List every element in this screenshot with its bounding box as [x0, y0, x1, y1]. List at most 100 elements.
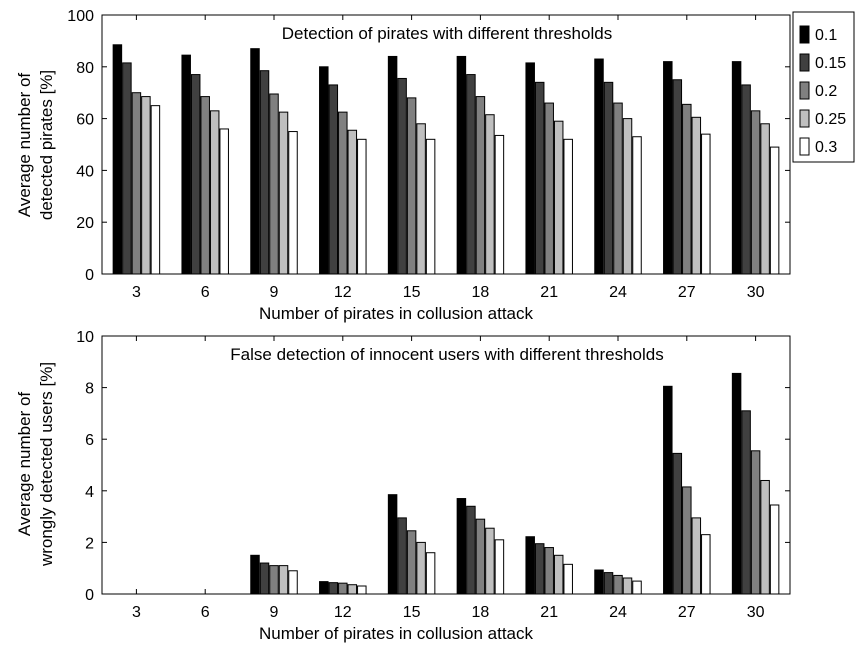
bar-0.1-27: [663, 385, 673, 595]
chart-title: False detection of innocent users with d…: [230, 345, 663, 364]
bar-0.2-9: [269, 93, 279, 275]
bar-0.25-15: [416, 541, 426, 595]
y-tick-label: 100: [67, 8, 94, 25]
x-axis-label: Number of pirates in collusion attack: [259, 624, 534, 643]
bar-0.25-6: [209, 110, 220, 275]
bar-0.3-21: [563, 138, 573, 275]
bar-0.25-30: [760, 479, 770, 595]
bar-0.25-18: [485, 527, 495, 595]
bar-0.2-12: [338, 111, 348, 275]
x-tick-label: 21: [540, 604, 558, 621]
y-tick-label: 40: [76, 163, 94, 180]
bar-0.15-27: [672, 452, 683, 595]
bar-0.3-15: [425, 138, 436, 275]
bar-0.25-9: [278, 111, 289, 275]
bar-0.2-27: [682, 103, 692, 275]
x-tick-label: 21: [540, 284, 558, 301]
y-tick-label: 4: [85, 484, 94, 501]
bar-0.25-12: [347, 584, 358, 595]
bar-0.2-18: [475, 96, 486, 275]
bar-0.25-9: [278, 565, 289, 595]
legend-swatch-0.25: [799, 109, 810, 128]
bar-0.15-21: [534, 543, 545, 595]
bar-0.2-15: [406, 530, 417, 595]
bar-0.3-27: [701, 534, 711, 595]
legend-label: 0.25: [815, 111, 846, 128]
bar-0.25-27: [691, 116, 702, 275]
x-tick-label: 18: [472, 284, 490, 301]
bar-0.15-9: [259, 70, 270, 275]
x-tick-label: 12: [334, 604, 352, 621]
bar-0.2-21: [544, 102, 554, 275]
bar-0.2-15: [406, 97, 417, 275]
x-tick-label: 9: [270, 604, 279, 621]
bar-0.1-24: [594, 58, 604, 275]
bar-0.2-30: [750, 450, 761, 595]
y-tick-label: 10: [76, 329, 94, 346]
bar-0.25-15: [416, 123, 426, 275]
x-tick-label: 3: [132, 284, 141, 301]
bar-0.2-24: [613, 102, 623, 275]
legend-swatch-0.2: [799, 81, 810, 100]
legend-swatch-0.1: [799, 25, 810, 44]
bar-0.1-3: [112, 44, 123, 275]
bar-0.1-30: [731, 372, 742, 595]
bar-0.15-15: [397, 517, 407, 595]
bar-0.3-30: [769, 504, 780, 595]
legend-label: 0.2: [815, 83, 837, 100]
bar-0.3-12: [357, 138, 367, 275]
y-tick-label: 6: [85, 432, 94, 449]
bar-0.1-18: [456, 55, 467, 275]
x-tick-label: 15: [403, 284, 421, 301]
bar-0.1-18: [456, 498, 467, 595]
legend-swatch-0.3: [799, 137, 810, 156]
bar-0.25-30: [760, 123, 770, 275]
bar-0.25-21: [553, 554, 564, 595]
bar-0.15-30: [741, 84, 751, 275]
x-tick-label: 6: [201, 284, 210, 301]
bar-0.3-18: [494, 134, 505, 275]
bar-0.2-27: [682, 486, 692, 595]
x-tick-label: 9: [270, 284, 279, 301]
bar-0.15-12: [328, 582, 339, 595]
bar-0.15-30: [741, 410, 751, 595]
x-tick-label: 15: [403, 604, 421, 621]
bar-0.2-30: [750, 110, 761, 275]
bar-0.1-24: [594, 569, 604, 595]
bar-0.1-15: [387, 55, 398, 275]
bar-0.15-9: [259, 562, 270, 595]
bar-0.15-24: [603, 81, 614, 275]
bar-0.3-6: [219, 128, 229, 275]
x-tick-label: 24: [609, 604, 627, 621]
bar-0.3-3: [150, 105, 161, 275]
legend: 0.1 0.15 0.2 0.25 0.3: [792, 11, 855, 163]
bar-0.1-27: [663, 61, 673, 275]
bar-0.3-27: [701, 133, 711, 275]
legend-label: 0.1: [815, 27, 837, 44]
bar-0.1-12: [319, 581, 329, 595]
legend-swatch-0.15: [799, 53, 810, 72]
bar-0.3-30: [769, 146, 780, 275]
x-tick-label: 30: [747, 284, 765, 301]
chart-title: Detection of pirates with different thre…: [282, 24, 612, 43]
bar-0.2-6: [200, 96, 210, 275]
y-tick-label: 60: [76, 112, 94, 129]
plot-area: [101, 335, 791, 595]
legend-label: 0.3: [815, 139, 837, 156]
x-tick-label: 24: [609, 284, 627, 301]
top-chart: 0 20 40 60 80 100 3 6 9 12 15 18 21 24 27 30 Detection o…: [15, 8, 791, 323]
bar-0.2-12: [338, 582, 348, 595]
bar-0.25-3: [141, 96, 151, 275]
bar-0.1-21: [525, 62, 535, 275]
y-tick-label: 2: [85, 535, 94, 552]
bar-0.2-24: [613, 574, 623, 595]
bar-0.3-18: [494, 539, 505, 595]
y-tick-label: 80: [76, 60, 94, 77]
bar-0.1-15: [387, 494, 398, 595]
bar-0.25-24: [622, 118, 633, 275]
x-tick-label: 3: [132, 604, 141, 621]
plot-area: [101, 14, 791, 275]
bar-0.1-9: [250, 48, 260, 275]
